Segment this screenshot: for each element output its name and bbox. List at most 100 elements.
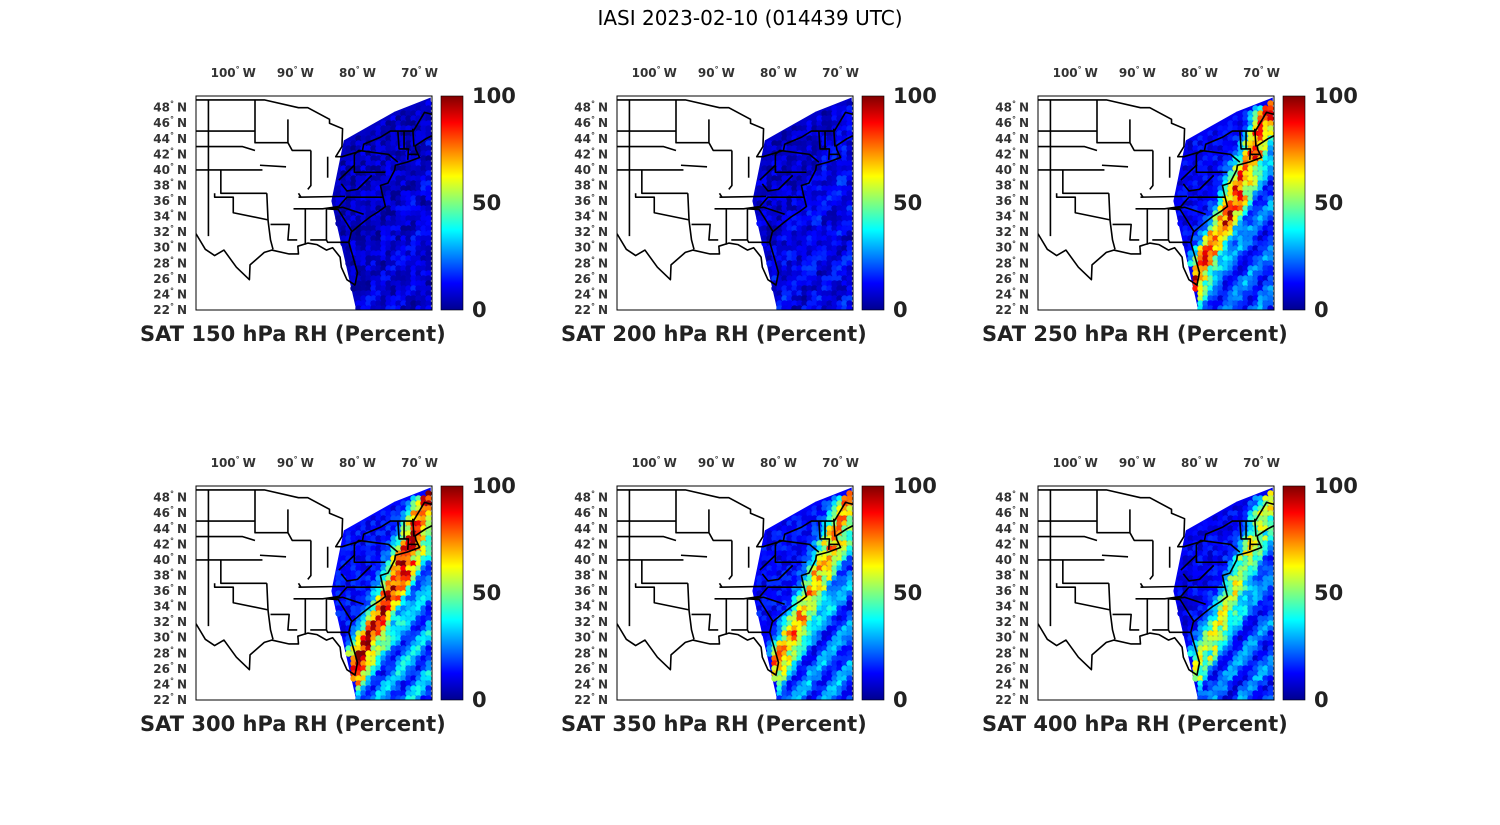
rh-observation bbox=[1257, 570, 1264, 577]
rh-observation bbox=[375, 685, 382, 692]
rh-observation bbox=[801, 610, 808, 617]
rh-observation bbox=[365, 640, 372, 647]
rh-observation bbox=[1257, 135, 1264, 142]
rh-observation bbox=[806, 680, 813, 687]
rh-observation bbox=[1262, 590, 1269, 597]
rh-observation bbox=[405, 220, 412, 227]
rh-observation bbox=[365, 130, 372, 137]
rh-observation bbox=[1212, 680, 1219, 687]
rh-observation bbox=[1212, 570, 1219, 577]
rh-observation bbox=[420, 235, 427, 242]
rh-observation bbox=[365, 635, 372, 642]
state-boundary bbox=[340, 174, 373, 192]
rh-observation bbox=[816, 210, 823, 217]
rh-observation bbox=[766, 210, 773, 217]
rh-observation bbox=[1202, 565, 1209, 572]
rh-observation bbox=[1262, 615, 1269, 622]
rh-observation bbox=[415, 260, 422, 267]
state-boundary bbox=[1112, 223, 1140, 241]
rh-observation bbox=[1257, 220, 1264, 227]
rh-observation bbox=[786, 305, 793, 310]
rh-observation bbox=[1242, 635, 1249, 642]
rh-observation bbox=[1227, 550, 1234, 557]
rh-observation bbox=[390, 515, 397, 522]
rh-observation bbox=[390, 625, 397, 632]
rh-observation bbox=[1242, 500, 1249, 507]
rh-observation bbox=[1212, 225, 1219, 232]
rh-observation bbox=[1252, 260, 1259, 267]
rh-observation bbox=[370, 615, 377, 622]
rh-observation bbox=[400, 215, 407, 222]
rh-observation bbox=[360, 130, 367, 137]
rh-observation bbox=[846, 185, 853, 192]
lat-tick-label: 38° N bbox=[153, 177, 187, 192]
rh-observation bbox=[841, 615, 848, 622]
rh-observation bbox=[791, 665, 798, 672]
rh-observation bbox=[395, 545, 402, 552]
rh-observation bbox=[1202, 295, 1209, 302]
rh-observation bbox=[791, 240, 798, 247]
rh-observation bbox=[1252, 270, 1259, 277]
rh-observation bbox=[395, 275, 402, 282]
rh-observation bbox=[390, 270, 397, 277]
rh-observation bbox=[771, 285, 778, 292]
rh-observation bbox=[791, 260, 798, 267]
rh-observation bbox=[1217, 675, 1224, 682]
rh-observation bbox=[1202, 610, 1209, 617]
rh-observation bbox=[415, 665, 422, 672]
rh-observation bbox=[350, 665, 357, 672]
rh-observation bbox=[801, 245, 808, 252]
rh-observation bbox=[1192, 140, 1199, 147]
rh-observation bbox=[1207, 675, 1214, 682]
lat-tick-label: 36° N bbox=[574, 583, 608, 598]
rh-observation bbox=[1197, 530, 1204, 537]
rh-observation bbox=[1207, 615, 1214, 622]
rh-observation bbox=[1237, 150, 1244, 157]
rh-observation bbox=[1237, 560, 1244, 567]
rh-observation bbox=[1267, 175, 1274, 182]
rh-observation bbox=[821, 230, 828, 237]
rh-observation bbox=[841, 670, 848, 677]
rh-observation bbox=[1222, 250, 1229, 257]
rh-observation bbox=[1207, 270, 1214, 277]
rh-observation bbox=[781, 305, 788, 310]
state-boundary bbox=[1149, 540, 1154, 580]
rh-observation bbox=[806, 545, 813, 552]
rh-observation bbox=[821, 595, 828, 602]
rh-observation bbox=[1207, 670, 1214, 677]
rh-observation bbox=[400, 195, 407, 202]
colorbar bbox=[440, 485, 464, 701]
rh-observation bbox=[390, 640, 397, 647]
rh-observation bbox=[781, 160, 788, 167]
rh-observation bbox=[811, 660, 818, 667]
rh-observation bbox=[1262, 670, 1269, 677]
rh-observation bbox=[385, 625, 392, 632]
rh-observation bbox=[1197, 605, 1204, 612]
rh-observation bbox=[380, 600, 387, 607]
rh-observation bbox=[1232, 300, 1239, 307]
rh-observation bbox=[766, 605, 773, 612]
lat-tick-label: 40° N bbox=[153, 552, 187, 567]
rh-observation bbox=[1232, 275, 1239, 282]
rh-observation bbox=[821, 545, 828, 552]
rh-observation bbox=[1232, 210, 1239, 217]
state-boundary bbox=[832, 518, 836, 537]
rh-observation bbox=[1247, 645, 1254, 652]
rh-observation bbox=[796, 175, 803, 182]
rh-observation bbox=[1262, 655, 1269, 662]
rh-observation bbox=[400, 585, 407, 592]
rh-observation bbox=[395, 195, 402, 202]
rh-observation bbox=[1227, 285, 1234, 292]
rh-observation bbox=[1202, 235, 1209, 242]
satellite-swath bbox=[1173, 97, 1274, 310]
lat-tick-label: 44° N bbox=[574, 521, 608, 536]
rh-observation bbox=[1197, 545, 1204, 552]
rh-observation bbox=[375, 285, 382, 292]
rh-observation bbox=[781, 230, 788, 237]
rh-observation bbox=[776, 175, 783, 182]
rh-observation bbox=[816, 230, 823, 237]
rh-observation bbox=[395, 190, 402, 197]
rh-observation bbox=[1237, 640, 1244, 647]
rh-observation bbox=[1247, 270, 1254, 277]
rh-observation bbox=[1232, 640, 1239, 647]
